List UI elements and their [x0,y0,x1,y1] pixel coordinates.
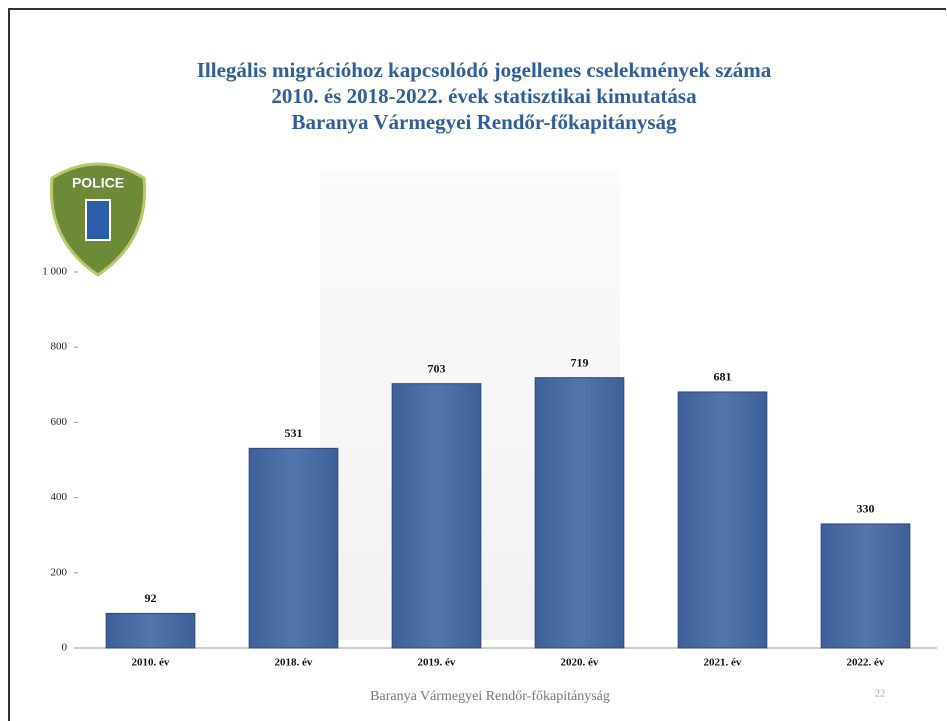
x-tick-label: 2022. év [847,657,885,669]
value-label: 92 [145,591,157,605]
bar [249,448,338,648]
footer: Baranya Vármegyei Rendőr-főkapitányság [370,689,610,704]
title-line: Baranya Vármegyei Rendőr-főkapitányság [292,110,677,134]
value-label: 531 [285,426,303,440]
value-label: 330 [857,502,875,516]
value-label: 681 [714,370,732,384]
x-tick-label: 2018. év [275,657,313,669]
logo-text: POLICE [72,175,124,191]
bar [392,384,481,648]
title-line: Illegális migrációhoz kapcsolódó jogelle… [197,58,772,82]
y-tick-label: 400 [51,491,68,503]
y-tick-label: 1 000 [42,266,67,278]
y-tick-label: 0 [62,642,68,654]
x-tick-label: 2021. év [704,657,742,669]
page-number: 22 [875,688,885,699]
y-tick-label: 600 [51,416,68,428]
y-tick-label: 800 [51,341,68,353]
value-label: 703 [428,361,446,375]
title-line: 2010. és 2018-2022. évek statisztikai ki… [271,84,697,108]
bar [678,392,767,648]
bar [535,378,624,648]
x-tick-label: 2010. év [132,657,170,669]
slide: Illegális migrációhoz kapcsolódó jogelle… [0,0,947,721]
y-tick-label: 200 [51,566,68,578]
value-label: 719 [571,355,589,369]
x-tick-label: 2020. év [561,657,599,669]
bar [106,613,195,648]
bar [821,524,910,648]
x-tick-label: 2019. év [418,657,456,669]
